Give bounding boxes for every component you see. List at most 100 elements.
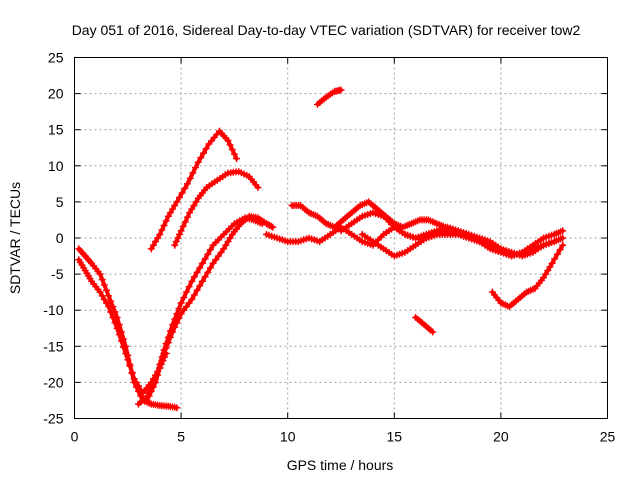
x-axis-label: GPS time / hours [287,457,394,473]
data-point [230,150,238,158]
y-tick-label: -10 [43,302,63,318]
data-point [192,198,200,206]
x-tick-label: 15 [387,429,403,445]
data-point [162,344,170,352]
data-point [254,184,262,191]
data-point [176,230,183,238]
data-point [171,241,179,249]
data-point [109,313,117,321]
data-point [156,230,164,238]
series-line [145,214,275,403]
data-point [212,256,220,264]
data-point [559,241,567,249]
data-point [233,155,240,163]
series-markers [75,245,181,412]
data-point [149,383,157,391]
data-point [429,328,437,336]
data-point [540,274,547,282]
data-point [180,306,188,314]
y-tick-label: -25 [43,411,63,427]
data-point [184,180,191,188]
x-tick-label: 10 [280,429,296,445]
data-point [546,263,554,271]
data-point [228,146,236,154]
data-point [194,158,202,166]
data-point [193,268,201,276]
series-markers [337,209,567,260]
data-point [226,234,234,242]
data-point [175,304,183,312]
data-point [188,295,196,303]
data-point [137,386,145,394]
data-point [147,245,155,253]
data-point [158,357,166,365]
data-point [177,310,185,318]
series-markers [143,212,277,404]
data-point [551,255,559,263]
data-point [173,198,181,206]
data-point [149,241,157,249]
data-point [269,223,277,231]
data-point [135,382,142,390]
data-point [173,319,181,327]
series-markers [412,313,437,336]
data-point [105,303,113,311]
data-point [182,288,190,296]
series-trace-6 [171,168,262,249]
data-point [171,323,179,331]
series-trace-11 [314,86,345,108]
data-point [175,314,183,322]
data-point [145,392,153,400]
data-point [190,273,198,281]
data-point [182,303,190,311]
data-point [214,252,222,260]
data-point [176,193,183,201]
data-point [180,294,188,302]
data-point [185,299,193,307]
data-point [206,246,214,254]
y-tick-label: 5 [56,194,64,210]
data-point [107,308,115,316]
data-point [204,268,212,276]
data-point [185,283,193,291]
data-point [193,286,201,294]
data-point [201,273,209,281]
data-point [156,364,164,372]
data-point [222,241,230,249]
data-point [209,259,217,267]
data-point [143,396,151,404]
data-point [166,209,174,217]
data-point [204,250,212,258]
data-point [544,267,552,274]
data-point [192,164,199,172]
series-trace-10 [358,227,558,260]
data-point [128,369,136,376]
data-point [132,378,140,386]
data-point [171,202,179,209]
data-point [160,350,168,357]
data-point [550,238,558,246]
series-markers [358,227,558,260]
grid-layer [74,57,608,419]
data-point [177,299,185,307]
data-point [126,362,134,370]
data-point [166,333,174,341]
data-point [553,250,561,258]
data-point [189,169,197,177]
data-point [181,218,189,226]
data-point [206,264,214,272]
series-trace-4 [143,212,277,404]
series-trace-1 [75,245,181,412]
data-point [542,270,550,278]
series-line [76,246,179,410]
data-point [224,137,232,144]
series-markers [488,241,567,311]
series-trace-12 [412,313,437,336]
data-point [115,331,123,339]
data-point [177,227,185,235]
y-tick-label: 15 [48,122,64,138]
data-point [202,145,210,153]
data-point [197,154,205,162]
tick-layer: 0 5 10 15 20 25 -25 -20 -15 -10 -5 0 5 10 15 20 25 [43,50,615,445]
